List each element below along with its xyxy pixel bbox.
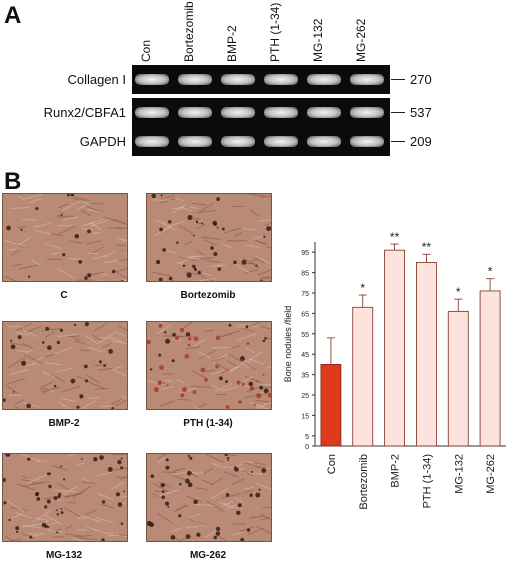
gel-band (307, 107, 341, 118)
size-marker-label: 209 (410, 134, 432, 149)
size-marker-tick (391, 112, 405, 113)
micrograph-label: PTH (1-34) (183, 418, 233, 429)
y-tick-label: 75 (301, 291, 309, 298)
lane-label: BMP-2 (225, 25, 239, 62)
gel-band (178, 107, 212, 118)
micrograph-label: MG-132 (45, 550, 83, 561)
micrograph-label: Bortezomib (180, 290, 236, 301)
gel-band (350, 107, 384, 118)
gel-band (307, 136, 341, 147)
x-tick-label: BMP-2 (390, 454, 402, 488)
gel-row-label: Runx2/CBFA1 (43, 105, 126, 120)
y-tick-label: 5 (305, 434, 309, 441)
x-tick-label: Con (326, 454, 338, 474)
bar (352, 306, 374, 447)
y-axis-label: Bone nodules /field (283, 306, 293, 383)
y-tick-label: 0 (305, 444, 309, 451)
gel-row-label: GAPDH (79, 134, 126, 149)
y-tick-label: 25 (301, 393, 309, 400)
bar (320, 363, 342, 447)
panel-b-letter: B (4, 168, 22, 195)
gel-band (221, 107, 255, 118)
size-marker-label: 270 (410, 72, 432, 87)
gel-strip (132, 127, 390, 156)
gel-row-label: Collagen I (67, 72, 126, 87)
lane-label: MG-262 (354, 18, 368, 62)
gel-band (178, 74, 212, 85)
bone-nodules-bar-chart: 0 5 15 25 35 45 55 65 75 85 95 Bone nodules /field C… (283, 230, 506, 510)
micrograph (146, 321, 272, 410)
y-tick-label: 55 (301, 332, 309, 339)
x-tick-label: Bortezomib (358, 454, 370, 510)
y-tick-label: 45 (301, 352, 309, 359)
bar (447, 310, 469, 447)
gel-band (135, 74, 169, 85)
micrograph (2, 321, 128, 410)
gel-band (264, 136, 298, 147)
panel-a-letter: A (4, 2, 22, 29)
significance-marker: * (456, 285, 461, 299)
gel-band (264, 107, 298, 118)
x-tick-label: MG-262 (485, 454, 497, 494)
lane-label: PTH (1-34) (268, 2, 282, 62)
y-tick-label: 95 (301, 250, 309, 257)
bar (479, 290, 501, 447)
micrograph-label: BMP-2 (48, 418, 80, 429)
bar (416, 262, 437, 447)
y-tick-label: 15 (301, 413, 309, 420)
gel-strip (132, 65, 390, 94)
micrograph (2, 453, 128, 542)
significance-marker: * (488, 265, 493, 279)
micrograph (146, 453, 272, 542)
size-marker-tick (391, 79, 405, 80)
significance-marker: * (360, 281, 365, 295)
x-tick-label: PTH (1-34) (421, 454, 433, 508)
size-marker-tick (391, 141, 405, 142)
micrograph-label: C (60, 290, 68, 301)
gel-band (135, 136, 169, 147)
gel-band (350, 74, 384, 85)
gel-band (264, 74, 298, 85)
y-tick-label: 65 (301, 311, 309, 318)
gel-band (221, 74, 255, 85)
lane-label: Con (139, 39, 153, 62)
significance-marker: ** (390, 230, 400, 244)
gel-band (221, 136, 255, 147)
gel-band (178, 136, 212, 147)
gel-band (135, 107, 169, 118)
x-tick-label: MG-132 (453, 454, 465, 494)
gel-strip (132, 98, 390, 127)
micrograph-label: MG-262 (189, 550, 227, 561)
gel-band (307, 74, 341, 85)
micrograph (146, 193, 272, 282)
micrograph (2, 193, 128, 282)
size-marker-label: 537 (410, 105, 432, 120)
y-tick-label: 85 (301, 271, 309, 278)
lane-label: Bortezomib (182, 1, 196, 62)
y-tick-label: 35 (301, 373, 309, 380)
bar (384, 249, 405, 447)
gel-band (350, 136, 384, 147)
significance-marker: ** (422, 240, 432, 254)
lane-label: MG-132 (311, 18, 325, 62)
